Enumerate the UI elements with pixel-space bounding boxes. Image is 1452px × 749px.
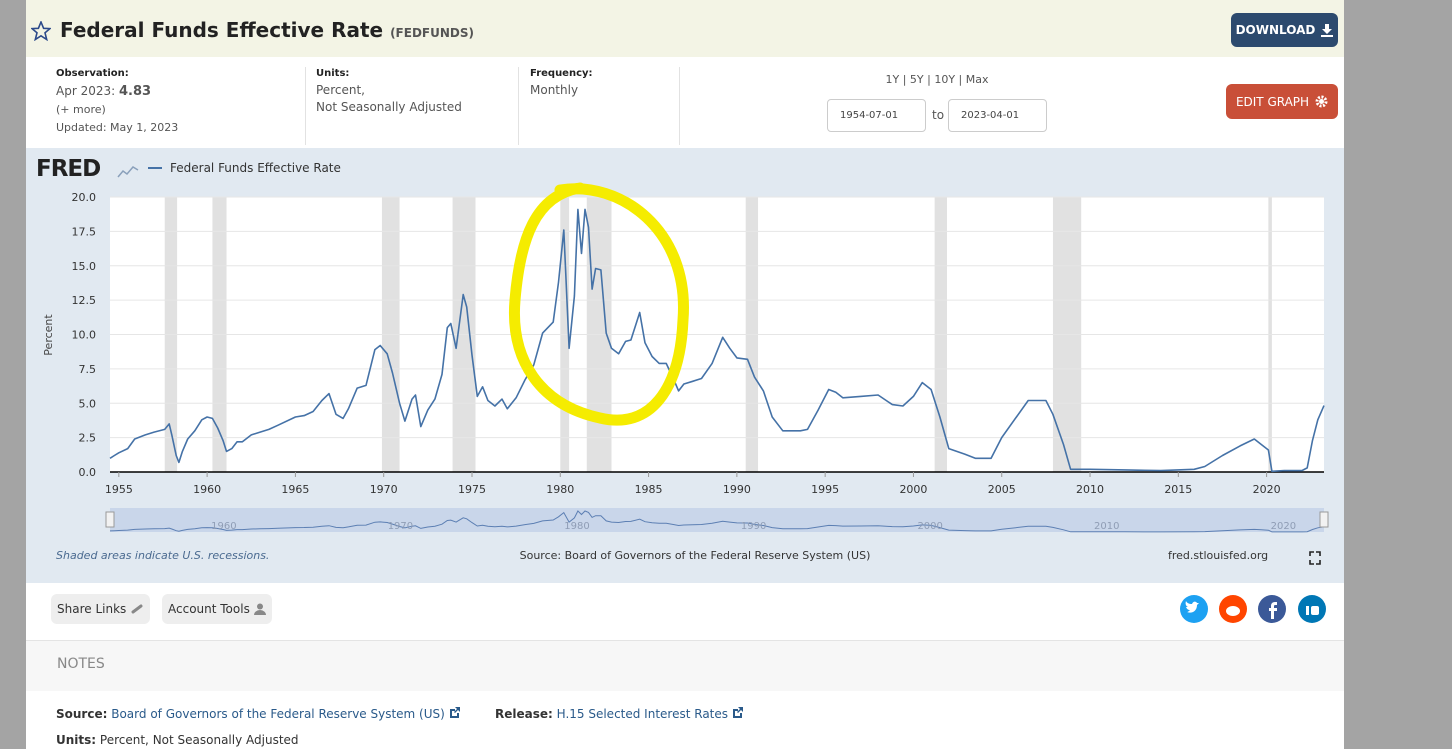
y-tick-label: 12.5 [72, 294, 97, 307]
units-text: Percent, Not Seasonally Adjusted [99, 733, 299, 747]
x-tick-label: 1975 [458, 483, 486, 496]
account-label: Account Tools [168, 602, 250, 616]
x-tick-label: 1995 [811, 483, 839, 496]
units-label: Units: [56, 733, 97, 747]
units-line: Not Seasonally Adjusted [316, 100, 462, 114]
header-bar [26, 0, 1344, 57]
fullscreen-icon[interactable] [1309, 551, 1321, 565]
to-label: to [932, 108, 945, 122]
recession-note: Shaded areas indicate U.S. recessions. [56, 549, 269, 562]
edit-graph-button[interactable]: EDIT GRAPH [1226, 84, 1338, 119]
navigator-handle[interactable] [105, 511, 115, 528]
external-icon [449, 707, 460, 718]
link-icon [131, 604, 143, 614]
navigator-handle[interactable] [1319, 511, 1329, 528]
x-tick-label: 1980 [546, 483, 574, 496]
download-button[interactable]: DOWNLOAD [1231, 13, 1338, 47]
title: Federal Funds Effective Rate [60, 18, 384, 42]
units-label: Units: [316, 68, 350, 79]
range-links[interactable]: 1Y | 5Y | 10Y | Max [885, 73, 989, 86]
more-link[interactable]: (+ more) [56, 103, 106, 116]
navigator-label: 1980 [564, 521, 589, 532]
x-tick-label: 1955 [105, 483, 133, 496]
x-tick-label: 1960 [193, 483, 221, 496]
x-tick-label: 2020 [1253, 483, 1281, 496]
y-tick-label: 7.5 [79, 363, 97, 376]
x-tick-label: 1985 [635, 483, 663, 496]
release-link[interactable]: H.15 Selected Interest Rates [556, 707, 729, 721]
edit-label: EDIT GRAPH [1235, 94, 1310, 109]
navigator-label: 2010 [1094, 521, 1119, 532]
navigator-label: 1970 [388, 521, 413, 532]
observation-value: 4.83 [118, 84, 152, 99]
source-label: Source: [56, 707, 108, 721]
social-icons [1180, 595, 1326, 623]
source-link[interactable]: Board of Governors of the Federal Reserv… [111, 707, 445, 721]
x-tick-label: 1970 [370, 483, 398, 496]
navigator-label: 1960 [211, 521, 236, 532]
y-axis-label: Percent [42, 314, 55, 356]
frequency: Monthly [530, 83, 579, 97]
gear-icon [1315, 95, 1328, 108]
x-tick-label: 2005 [988, 483, 1016, 496]
observation-date: Apr 2023: [56, 84, 116, 98]
series-id: (FEDFUNDS) [390, 26, 474, 40]
highlight-circle [508, 182, 689, 426]
y-tick-label: 0.0 [79, 466, 97, 479]
separator [518, 67, 519, 145]
site-url: fred.stlouisfed.org [1168, 549, 1268, 562]
y-tick-label: 10.0 [72, 329, 97, 342]
navigator-label: 2020 [1271, 521, 1296, 532]
share-label: Share Links [57, 602, 127, 616]
units-line: Percent, [316, 83, 365, 97]
y-tick-label: 17.5 [72, 225, 97, 238]
navigator-background [110, 508, 1324, 532]
x-tick-label: 1965 [281, 483, 309, 496]
download-label: DOWNLOAD [1235, 23, 1316, 37]
logo-mark [117, 166, 139, 178]
notes-source: Source: Board of Governors of the Federa… [56, 707, 460, 721]
series-title: Federal Funds Effective Rate (FEDFUNDS) [60, 18, 474, 42]
y-tick-label: 2.5 [79, 432, 97, 445]
frequency-label: Frequency: [530, 68, 593, 79]
end-date-input[interactable]: 2023-04-01 [948, 99, 1047, 132]
x-tick-label: 1990 [723, 483, 751, 496]
navigator-label: 1990 [741, 521, 766, 532]
notes-units: Units: Percent, Not Seasonally Adjusted [56, 733, 299, 747]
legend-label: Federal Funds Effective Rate [170, 161, 341, 175]
x-tick-label: 2000 [899, 483, 927, 496]
fred-logo: FRED [36, 156, 100, 182]
y-tick-label: 15.0 [72, 260, 97, 273]
x-tick-label: 2015 [1164, 483, 1192, 496]
y-tick-label: 20.0 [72, 191, 97, 204]
star-icon[interactable] [31, 21, 51, 41]
observation: Apr 2023: 4.83 [56, 84, 151, 99]
chart-source: Source: Board of Governors of the Federa… [520, 549, 871, 562]
download-icon [1321, 23, 1334, 37]
share-links-button[interactable]: Share Links [51, 594, 151, 624]
observation-label: Observation: [56, 68, 129, 79]
notes-release: Release: H.15 Selected Interest Rates [495, 707, 743, 721]
series-line [109, 208, 1325, 473]
external-icon [732, 707, 743, 718]
separator [679, 67, 680, 145]
separator [305, 67, 306, 145]
x-tick-label: 2010 [1076, 483, 1104, 496]
y-tick-label: 5.0 [79, 397, 97, 410]
start-date-input[interactable]: 1954-07-01 [827, 99, 926, 132]
notes-heading: NOTES [57, 656, 105, 672]
user-icon [253, 603, 266, 615]
release-label: Release: [495, 707, 553, 721]
navigator-line [109, 510, 1325, 533]
account-tools-button[interactable]: Account Tools [162, 594, 272, 624]
navigator-label: 2000 [917, 521, 942, 532]
updated: Updated: May 1, 2023 [56, 121, 179, 134]
notes-band [26, 640, 1344, 691]
